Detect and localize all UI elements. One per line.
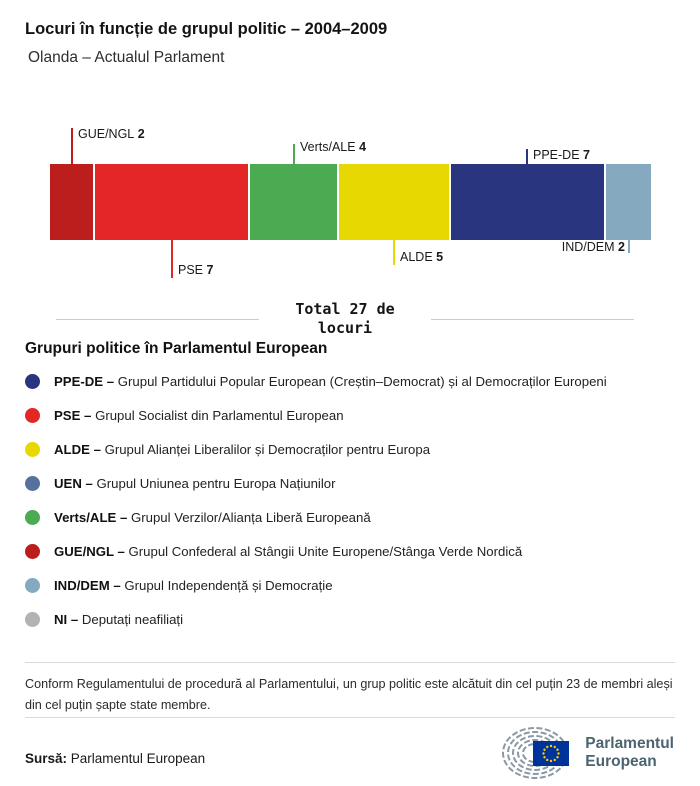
callout-label-pse: PSE 7: [178, 264, 213, 277]
gue-ngl-dot-icon: [25, 544, 40, 559]
seat-count: 2: [618, 240, 625, 254]
total-seats-label: Total 27 de locuri: [295, 300, 395, 337]
legend-item-ppe-de: PPE-DE – Grupul Partidului Popular Europ…: [25, 373, 680, 390]
source-value: Parlamentul European: [70, 751, 206, 766]
group-description: Grupul Uniunea pentru Europa Națiunilor: [96, 476, 336, 491]
legend-item-alde: ALDE – Grupul Alianței Liberalilor și De…: [25, 441, 680, 458]
callout-line-alde: [393, 240, 395, 265]
legend-heading: Grupuri politice în Parlamentul European: [25, 340, 328, 357]
group-description: Grupul Socialist din Parlamentul Europea…: [95, 408, 344, 423]
seat-count: 7: [583, 148, 590, 162]
eu-flag-icon: [533, 741, 570, 766]
bar-segment-pse: [94, 164, 251, 240]
group-acronym: Verts/ALE –: [54, 510, 128, 525]
group-acronym: PPE-DE –: [54, 374, 115, 389]
callout-line-gue-ngl: [71, 128, 73, 164]
callout-line-pse: [171, 240, 173, 278]
bar-segment-gue-ngl: [50, 164, 95, 240]
group-description: Grupul Verzilor/Alianța Liberă Europeană: [130, 510, 371, 525]
group-name: PPE-DE: [533, 148, 580, 162]
callout-line-ppe-de: [526, 149, 528, 164]
legend-item-gue-ngl: GUE/NGL – Grupul Confederal al Stângii U…: [25, 543, 680, 560]
ni-dot-icon: [25, 612, 40, 627]
legend-item-verts-ale: Verts/ALE – Grupul Verzilor/Alianța Libe…: [25, 509, 680, 526]
group-acronym: NI –: [54, 612, 79, 627]
legend-item-pse: PSE – Grupul Socialist din Parlamentul E…: [25, 407, 680, 424]
divider-line-right: [431, 318, 634, 320]
uen-dot-icon: [25, 476, 40, 491]
group-description: Grupul Alianței Liberalilor și Democrați…: [104, 442, 431, 457]
alde-dot-icon: [25, 442, 40, 457]
bar-segment-ind-dem: [606, 164, 651, 240]
total-divider: Total 27 de locuri: [56, 300, 634, 338]
ind-dem-dot-icon: [25, 578, 40, 593]
page-title: Locuri în funcție de grupul politic – 20…: [25, 20, 388, 38]
seat-count: 5: [436, 250, 444, 264]
seat-count: 4: [359, 140, 367, 154]
political-groups-legend: PPE-DE – Grupul Partidului Popular Europ…: [25, 373, 680, 645]
seats-bar: [50, 164, 651, 240]
seat-count: 7: [206, 263, 214, 277]
group-description: Grupul Partidului Popular European (Creș…: [117, 374, 607, 389]
group-acronym: IND/DEM –: [54, 578, 121, 593]
european-parliament-logo: Parlamentul European: [497, 725, 674, 781]
source-line: Sursă: Parlamentul European: [25, 751, 205, 766]
group-name: GUE/NGL: [78, 127, 135, 141]
group-name: IND/DEM: [561, 240, 615, 254]
seat-count: 2: [137, 127, 145, 141]
bar-segment-verts-ale: [250, 164, 340, 240]
callout-label-ppe-de: PPE-DE 7: [533, 149, 590, 162]
callout-line-verts-ale: [293, 144, 295, 164]
divider-line-left: [56, 318, 259, 320]
group-acronym: ALDE –: [54, 442, 101, 457]
legend-item-ni: NI – Deputați neafiliați: [25, 611, 680, 628]
footer-rule-bottom: [25, 717, 675, 718]
logo-line1: Parlamentul: [585, 735, 674, 752]
legend-item-uen: UEN – Grupul Uniunea pentru Europa Națiu…: [25, 475, 680, 492]
callout-label-gue-ngl: GUE/NGL 2: [78, 128, 145, 141]
procedure-note: Conform Regulamentului de procedură al P…: [25, 677, 673, 712]
callout-label-verts-ale: Verts/ALE 4: [300, 141, 366, 154]
ppe-de-dot-icon: [25, 374, 40, 389]
logo-wordmark: Parlamentul European: [585, 735, 674, 771]
group-description: Grupul Independență și Democrație: [124, 578, 333, 593]
bar-segment-ppe-de: [450, 164, 607, 240]
verts-ale-dot-icon: [25, 510, 40, 525]
legend-item-ind-dem: IND/DEM – Grupul Independență și Democra…: [25, 577, 680, 594]
group-description: Deputați neafiliați: [81, 612, 184, 627]
callout-line-ind-dem: [628, 240, 630, 253]
group-acronym: PSE –: [54, 408, 92, 423]
callout-label-ind-dem: IND/DEM 2: [562, 241, 625, 254]
group-name: PSE: [178, 263, 204, 277]
page-subtitle: Olanda – Actualul Parlament: [28, 49, 225, 66]
footer-rule-top: [25, 662, 675, 663]
group-acronym: UEN –: [54, 476, 93, 491]
group-name: Verts/ALE: [300, 140, 356, 154]
group-acronym: GUE/NGL –: [54, 544, 125, 559]
hemicycle-icon: [502, 727, 570, 779]
logo-line2: European: [585, 753, 657, 770]
group-description: Grupul Confederal al Stângii Unite Europ…: [128, 544, 523, 559]
group-name: ALDE: [400, 250, 433, 264]
source-label: Sursă:: [25, 751, 68, 766]
pse-dot-icon: [25, 408, 40, 423]
bar-segment-alde: [339, 164, 451, 240]
callout-label-alde: ALDE 5: [400, 251, 443, 264]
